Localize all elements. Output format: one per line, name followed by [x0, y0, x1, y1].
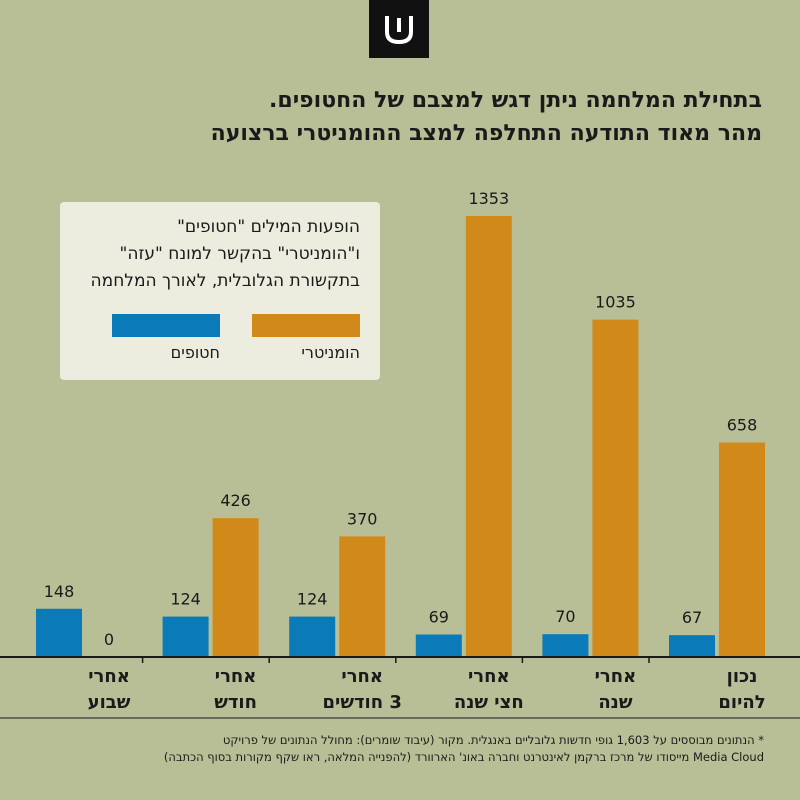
- category-label: חצי שנה: [454, 692, 524, 713]
- legend-title: הופעות המילים "חטופים" ו"הומניטרי" בהקשר…: [60, 214, 360, 295]
- bar-hostages: [162, 616, 209, 657]
- chart-title: בתחילת המלחמה ניתן דגש למצבם של החטופים.…: [62, 84, 762, 150]
- value-label-humanitarian: 658: [727, 416, 758, 435]
- legend-title-line-1: הופעות המילים "חטופים": [177, 217, 360, 237]
- value-label-humanitarian: 370: [347, 509, 378, 528]
- bar-hostages: [36, 608, 82, 657]
- bar-hostages: [289, 616, 336, 657]
- category-label: שנה: [598, 692, 633, 713]
- value-label-humanitarian: 426: [220, 491, 251, 510]
- legend-label-hostages: חטופים: [170, 343, 220, 362]
- bar-humanitarian: [719, 442, 765, 657]
- shin-letter-logo-icon: [385, 16, 413, 45]
- bar-hostages: [669, 635, 715, 657]
- category-label: אחרי: [595, 666, 637, 687]
- bar-humanitarian: [339, 536, 386, 657]
- category-label: אחרי: [215, 666, 257, 687]
- category-label: חודש: [214, 692, 257, 713]
- title-line-1: בתחילת המלחמה ניתן דגש למצבם של החטופים.: [269, 88, 762, 113]
- legend-swatch-humanitarian: [252, 314, 360, 337]
- bar-humanitarian: [465, 216, 512, 657]
- category-label: שבוע: [88, 692, 131, 713]
- value-label-hostages: 148: [44, 582, 75, 601]
- value-label-hostages: 69: [429, 608, 449, 627]
- bar-humanitarian: [212, 518, 259, 657]
- bar-humanitarian: [592, 319, 639, 657]
- value-label-hostages: 70: [555, 607, 575, 626]
- footnote: * הנתונים מבוססים על 1,603 גופי חדשות גל…: [24, 732, 764, 766]
- value-label-hostages: 124: [170, 590, 201, 609]
- category-label: אחרי: [341, 666, 383, 687]
- category-label: אחרי: [468, 666, 510, 687]
- value-label-humanitarian: 0: [104, 630, 114, 649]
- bar-hostages: [415, 634, 462, 657]
- category-label: 3 חודשים: [322, 692, 401, 713]
- legend-title-line-3: בתקשורת הגלובלית, לאורך המלחמה: [90, 271, 360, 291]
- category-label: נכון: [727, 666, 758, 687]
- logo: [369, 0, 429, 58]
- value-label-humanitarian: 1035: [595, 293, 636, 312]
- value-label-hostages: 124: [297, 590, 328, 609]
- footnote-line-2: Media Cloud מייסודו של מרכז ברקמן לאינטר…: [163, 750, 764, 764]
- legend-title-line-2: ו"הומניטרי" בהקשר למונח "עזה": [119, 244, 360, 264]
- category-label: להיום: [718, 692, 765, 713]
- value-label-hostages: 67: [682, 608, 702, 627]
- value-label-humanitarian: 1353: [468, 189, 509, 208]
- category-label: אחרי: [88, 666, 130, 687]
- title-line-2: מהר מאוד התודעה התחלפה למצב ההומניטרי בר…: [210, 121, 762, 146]
- bar-hostages: [542, 634, 589, 657]
- legend-box: הופעות המילים "חטופים" ו"הומניטרי" בהקשר…: [60, 202, 380, 380]
- legend-label-humanitarian: הומניטרי: [301, 343, 360, 362]
- legend-swatch-hostages: [112, 314, 220, 337]
- footnote-line-1: * הנתונים מבוססים על 1,603 גופי חדשות גל…: [222, 733, 764, 747]
